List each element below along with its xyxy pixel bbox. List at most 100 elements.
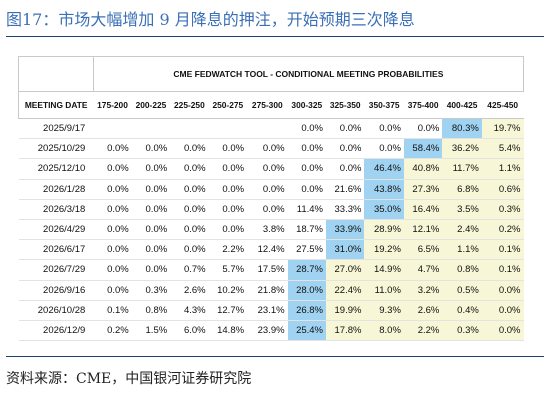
- probability-cell: 0.5%: [442, 280, 482, 301]
- probability-cell: 6.0%: [170, 320, 209, 342]
- probability-cell: 0.0%: [287, 179, 326, 200]
- probability-cell: 0.0%: [131, 138, 171, 160]
- column-header-rate-range: 225-250: [170, 91, 209, 119]
- tool-title: CME FEDWATCH TOOL - CONDITIONAL MEETING …: [92, 56, 525, 92]
- probability-cell: 21.6%: [326, 179, 365, 200]
- probability-cell: 4.7%: [403, 259, 443, 281]
- probability-cell: 0.0%: [131, 239, 171, 261]
- meeting-date-cell: 2025/10/29: [18, 138, 94, 160]
- source-note: 资料来源：CME，中国银河证券研究院: [6, 371, 252, 387]
- probability-cell: 0.0%: [326, 158, 365, 180]
- meeting-date-cell: 2026/6/17: [18, 239, 94, 261]
- probability-cell: 23.9%: [247, 320, 288, 342]
- probability-cell: 22.4%: [326, 280, 365, 301]
- probability-cell: 0.0%: [170, 199, 209, 220]
- column-header-rate-range: 350-375: [364, 91, 404, 119]
- probability-cell: 0.8%: [131, 300, 171, 321]
- probability-cell: 17.8%: [326, 320, 365, 342]
- probability-cell: [247, 118, 288, 140]
- probability-cell: 11.7%: [442, 158, 482, 180]
- probability-cell: 6.5%: [403, 239, 443, 261]
- probability-cell: 2.2%: [208, 239, 248, 261]
- probability-cell: 0.6%: [481, 179, 524, 200]
- probability-cell: 19.2%: [364, 239, 404, 261]
- column-header-rate-range: 325-350: [326, 91, 365, 119]
- probability-cell: 31.0%: [326, 239, 365, 261]
- probability-cell: 9.3%: [364, 300, 404, 321]
- probability-cell: 0.3%: [442, 320, 482, 342]
- probability-cell: 16.4%: [403, 199, 443, 220]
- probability-cell: 0.0%: [481, 300, 524, 321]
- column-header-rate-range: 425-450: [481, 91, 524, 119]
- probability-cell: 18.7%: [287, 219, 326, 241]
- probability-cell: 6.8%: [442, 179, 482, 200]
- probability-cell: 19.7%: [481, 118, 524, 140]
- probability-cell: 0.0%: [326, 138, 365, 160]
- probability-cell: 0.0%: [131, 199, 171, 220]
- probability-cell: 1.1%: [481, 158, 524, 180]
- probability-cell: 11.0%: [364, 280, 404, 301]
- probability-cell: 12.4%: [247, 239, 288, 261]
- probability-cell: 4.3%: [170, 300, 209, 321]
- probability-cell: 0.1%: [481, 239, 524, 261]
- probability-cell: 0.0%: [208, 158, 248, 180]
- probability-cell: 35.0%: [364, 199, 404, 220]
- meeting-date-cell: 2026/12/9: [18, 320, 94, 342]
- probability-cell: 0.0%: [247, 158, 288, 180]
- probability-cell: 0.0%: [287, 118, 326, 140]
- table-row: 2026/3/18 0.0% 0.0% 0.0% 0.0% 0.0% 11.4% 33.3% 3…: [18, 199, 524, 220]
- probability-cell: 80.3%: [442, 118, 482, 140]
- probability-cell: 27.0%: [326, 259, 365, 281]
- probability-cell: 0.0%: [131, 219, 171, 241]
- column-header-rate-range: 275-300: [247, 91, 288, 119]
- probability-cell: 2.4%: [442, 219, 482, 241]
- probability-cell: 2.2%: [403, 320, 443, 342]
- column-header-meeting-date: MEETING DATE: [18, 91, 94, 119]
- probability-cell: 33.3%: [326, 199, 365, 220]
- meeting-date-cell: 2026/9/16: [18, 280, 94, 301]
- probability-cell: 0.0%: [247, 199, 288, 220]
- probability-cell: 43.8%: [364, 179, 404, 200]
- table-row: 2026/6/17 0.0% 0.0% 0.0% 2.2% 12.4% 27.5% 31.0%…: [18, 239, 524, 261]
- probability-cell: 11.4%: [287, 199, 326, 220]
- probability-cell: 0.0%: [131, 179, 171, 200]
- probability-cell: 40.8%: [403, 158, 443, 180]
- probability-cell: 0.0%: [247, 138, 288, 160]
- probability-cell: [170, 118, 209, 140]
- probability-cell: 3.5%: [442, 199, 482, 220]
- meeting-date-cell: 2025/12/10: [18, 158, 94, 180]
- probability-cell: 5.4%: [481, 138, 524, 160]
- figure-title: 图17：市场大幅增加 9 月降息的押注，开始预期三次降息: [6, 10, 415, 29]
- probability-cell: 19.9%: [326, 300, 365, 321]
- probability-cell: 0.0%: [93, 158, 132, 180]
- probability-cell: 0.0%: [131, 158, 171, 180]
- probability-cell: 0.0%: [208, 138, 248, 160]
- probability-cell: 0.0%: [208, 179, 248, 200]
- probability-cell: 0.1%: [481, 259, 524, 281]
- fedwatch-table-container: CME FEDWATCH TOOL - CONDITIONAL MEETING …: [18, 56, 525, 342]
- probability-cell: 0.0%: [481, 320, 524, 342]
- column-header-rate-range: 175-200: [93, 91, 132, 119]
- probability-cell: 12.7%: [208, 300, 248, 321]
- probability-cell: 0.0%: [287, 138, 326, 160]
- probability-cell: 17.5%: [247, 259, 288, 281]
- probability-cell: 0.0%: [93, 219, 132, 241]
- table-row: 2026/9/16 0.0% 0.3% 2.6% 10.2% 21.8% 28.0% 22.4…: [18, 280, 524, 301]
- probability-cell: 25.4%: [287, 320, 326, 342]
- probability-cell: 0.0%: [364, 138, 404, 160]
- probability-cell: 0.0%: [208, 199, 248, 220]
- column-header-rate-range: 250-275: [208, 91, 248, 119]
- probability-cell: 14.8%: [208, 320, 248, 342]
- probability-cell: 0.3%: [131, 280, 171, 301]
- probability-cell: [93, 118, 132, 140]
- probability-cell: 0.0%: [93, 280, 132, 301]
- table-row: 2025/12/10 0.0% 0.0% 0.0% 0.0% 0.0% 0.0% 0.0% 46…: [18, 158, 524, 180]
- column-header-rate-range: 200-225: [131, 91, 171, 119]
- fedwatch-table: CME FEDWATCH TOOL - CONDITIONAL MEETING …: [18, 56, 525, 342]
- bottom-rule: [6, 356, 544, 357]
- column-header-rate-range: 400-425: [442, 91, 482, 119]
- table-row: 2026/1/28 0.0% 0.0% 0.0% 0.0% 0.0% 0.0% 21.6% 43…: [18, 179, 524, 200]
- probability-cell: 0.0%: [93, 138, 132, 160]
- probability-cell: 0.0%: [403, 118, 443, 140]
- probability-cell: 1.1%: [442, 239, 482, 261]
